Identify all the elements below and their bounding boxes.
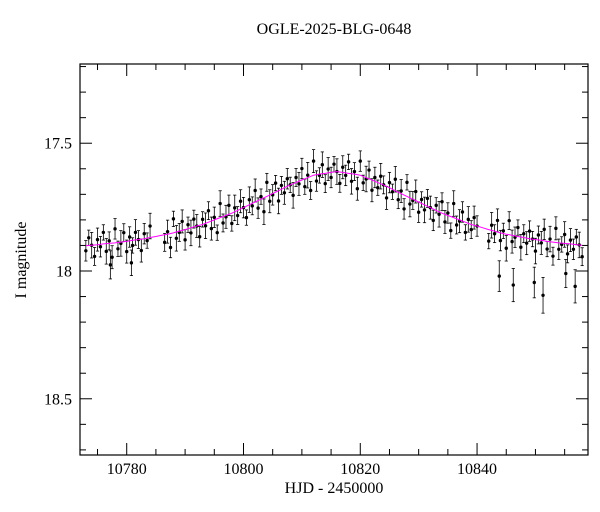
y-axis-label: I magnitude bbox=[13, 221, 30, 299]
svg-text:18: 18 bbox=[56, 264, 72, 281]
svg-text:10780: 10780 bbox=[107, 461, 147, 478]
x-axis-label: HJD - 2450000 bbox=[284, 480, 384, 497]
svg-text:18.5: 18.5 bbox=[44, 391, 72, 408]
svg-text:17.5: 17.5 bbox=[44, 136, 72, 153]
svg-text:10800: 10800 bbox=[223, 461, 263, 478]
svg-text:10820: 10820 bbox=[340, 461, 380, 478]
chart-title: OGLE-2025-BLG-0648 bbox=[256, 21, 412, 38]
svg-text:10840: 10840 bbox=[457, 461, 497, 478]
